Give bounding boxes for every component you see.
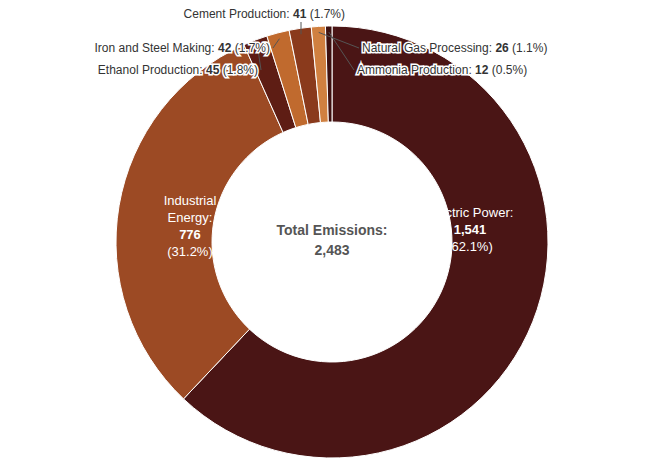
- html-text:2,483: 2,483: [314, 242, 350, 258]
- svg-text:Ammonia Production: 12 (0.5%): Ammonia Production: 12 (0.5%): [357, 63, 527, 77]
- svg-text:Ethanol Production: 45 (1.8%): Ethanol Production: 45 (1.8%): [98, 63, 258, 77]
- svg-text:Natural Gas Processing: 26 (1.: Natural Gas Processing: 26 (1.1%): [362, 41, 547, 55]
- svg-text:Iron and Steel Making: 42 (1.7: Iron and Steel Making: 42 (1.7%): [95, 41, 270, 55]
- svg-text:Electric Power:1,541(62.1%): Electric Power:1,541(62.1%): [427, 205, 514, 254]
- svg-text:IndustrialEnergy:776(31.2%): IndustrialEnergy:776(31.2%): [164, 193, 217, 259]
- svg-text:Cement Production: 41 (1.7%): Cement Production: 41 (1.7%): [184, 7, 345, 21]
- html-text:Total Emissions:: Total Emissions:: [276, 222, 388, 238]
